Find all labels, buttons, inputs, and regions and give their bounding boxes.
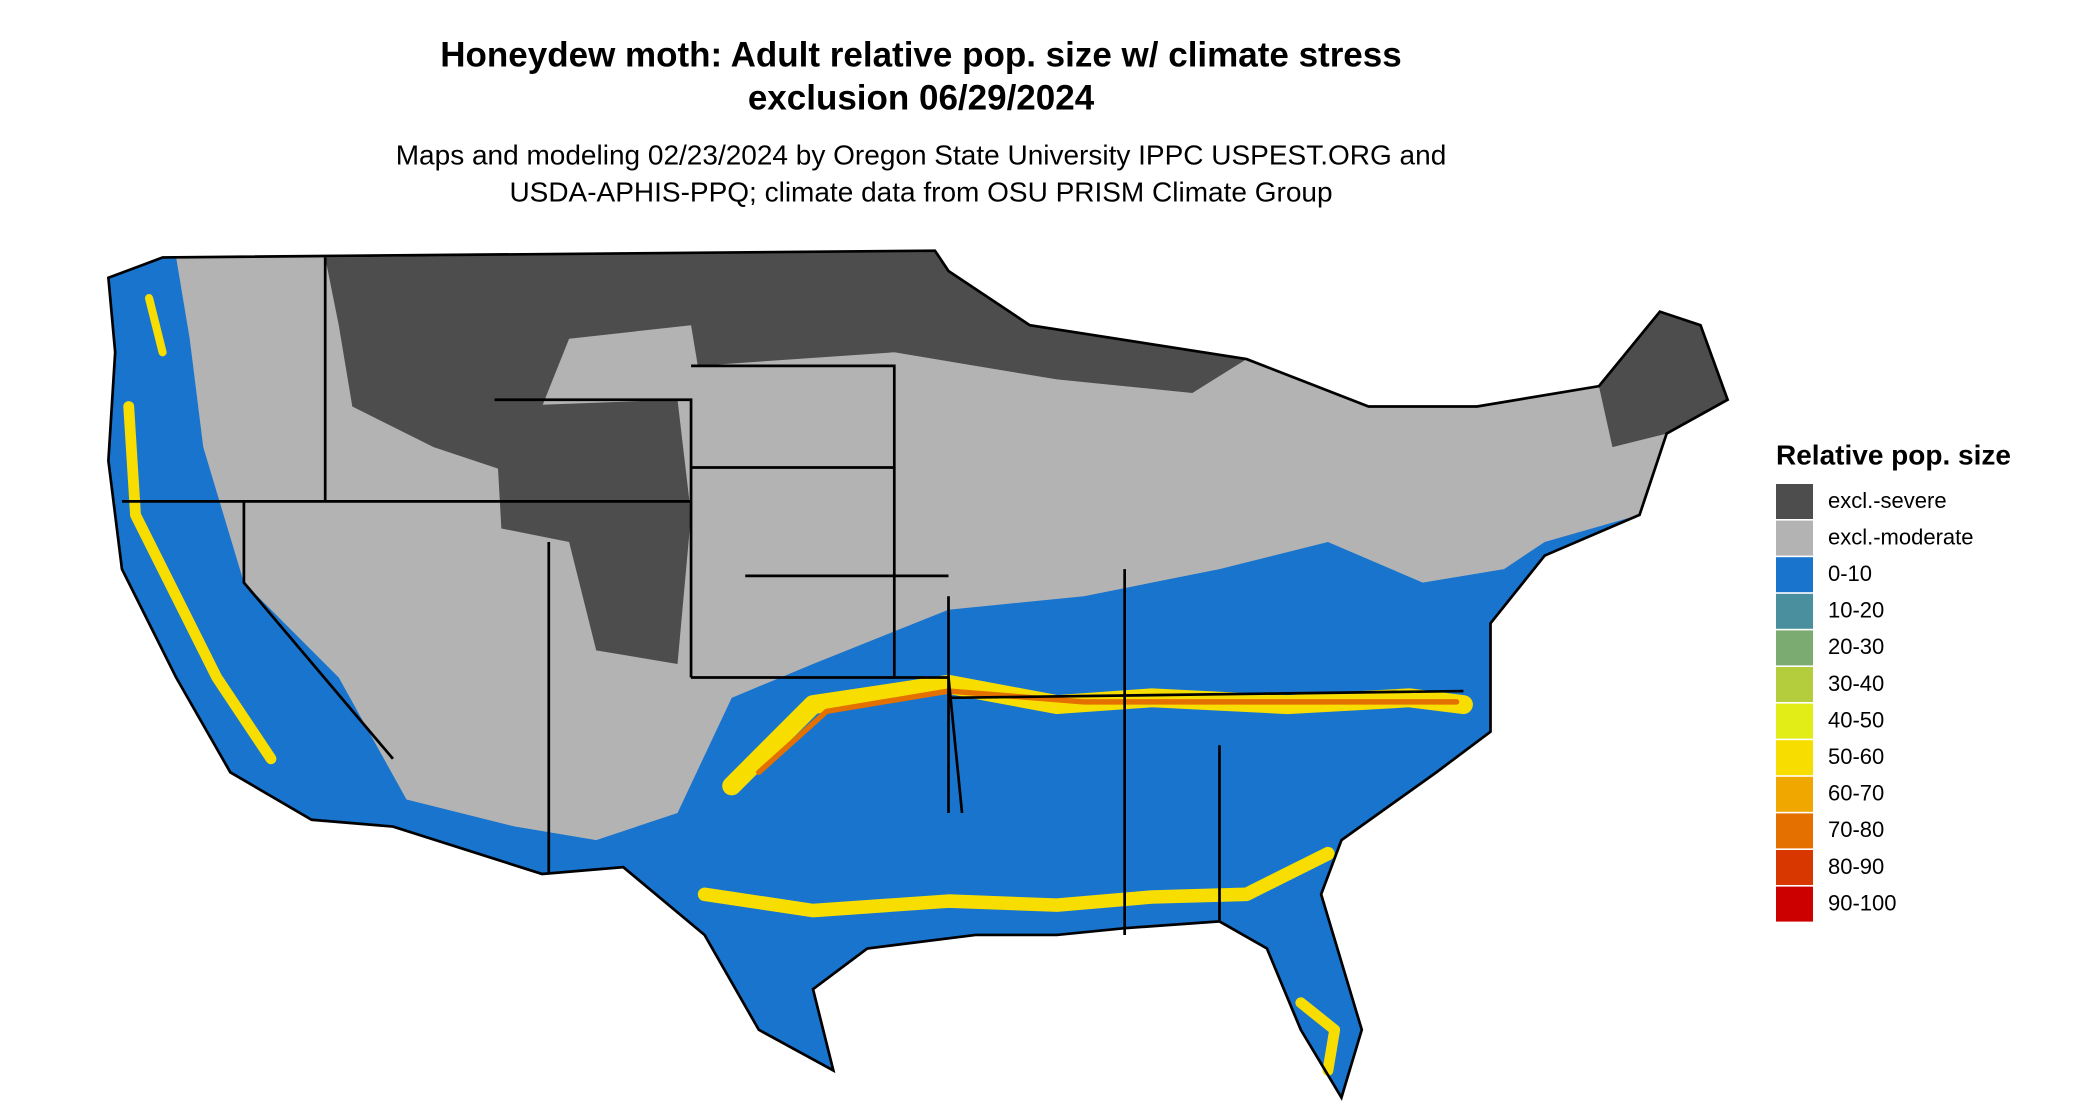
map-region-dark: [325, 250, 949, 475]
us-map: [106, 249, 1730, 1101]
legend-label: 90-100: [1828, 890, 1897, 915]
legend-swatch: [1776, 740, 1813, 776]
legend-title: Relative pop. size: [1776, 439, 2011, 470]
legend-label: 70-80: [1828, 817, 1884, 842]
legend-swatch: [1776, 850, 1813, 885]
legend-swatch: [1776, 484, 1813, 519]
legend-swatch: [1776, 776, 1813, 812]
map-region-gray: [176, 250, 1728, 841]
legend-label: 10-20: [1828, 598, 1884, 623]
band: [1295, 997, 1341, 1076]
legend-label: excl.-severe: [1828, 488, 1947, 513]
legend-swatch: [1776, 667, 1813, 702]
title: exclusion 06/29/2024: [748, 78, 1095, 117]
legend-swatch: [1776, 703, 1813, 739]
legend-label: 0-10: [1828, 561, 1872, 586]
legend-swatch: [1776, 520, 1813, 556]
suitability-bands: [123, 294, 1473, 1076]
legend-swatch: [1776, 630, 1813, 666]
legend: excl.-severe excl.-moderate 0-10 10-20 20-30…: [1776, 484, 1974, 922]
map-region-dark: [1598, 311, 1728, 448]
legend-label: 20-30: [1828, 634, 1884, 659]
legend-label: 30-40: [1828, 671, 1884, 696]
legend-swatch: [1776, 557, 1813, 593]
legend-label: 40-50: [1828, 707, 1884, 732]
state-borders: [106, 249, 1730, 1101]
subtitle: USDA-APHIS-PPQ; climate data from OSU PR…: [509, 176, 1332, 207]
subtitle: Maps and modeling 02/23/2024 by Oregon S…: [396, 139, 1447, 170]
band: [756, 688, 1460, 776]
band: [697, 846, 1335, 918]
legend-label: excl.-moderate: [1828, 524, 1974, 549]
band: [144, 294, 167, 357]
legend-label: 80-90: [1828, 854, 1884, 879]
legend-swatch: [1776, 886, 1813, 922]
title: Honeydew moth: Adult relative pop. size …: [440, 35, 1401, 74]
legend-label: 60-70: [1828, 781, 1884, 806]
legend-swatch: [1776, 593, 1813, 629]
band: [123, 401, 277, 765]
legend-swatch: [1776, 813, 1813, 849]
map-region-dark: [494, 399, 692, 664]
map-region-dark: [894, 250, 1247, 393]
legend-label: 50-60: [1828, 744, 1884, 769]
